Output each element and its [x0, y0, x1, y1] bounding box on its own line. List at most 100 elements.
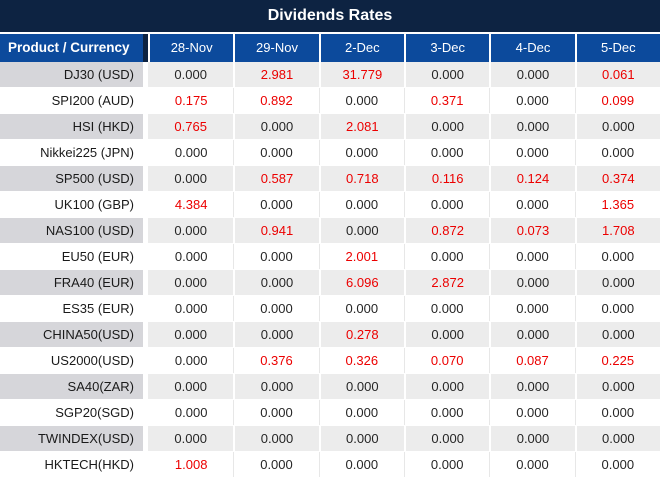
table-row: EU50 (EUR) 0.000 0.000 2.001 0.000 0.000 0.000	[0, 244, 660, 269]
table-body: DJ30 (USD) 0.000 2.981 31.779 0.000 0.000 0.06…	[0, 62, 660, 477]
table-row: NAS100 (USD) 0.000 0.941 0.000 0.872 0.073 1.7…	[0, 218, 660, 243]
dividend-value-cell: 0.000	[489, 62, 575, 87]
table-row: Nikkei225 (JPN) 0.000 0.000 0.000 0.000 0.000…	[0, 140, 660, 165]
dividend-value-cell: 0.000	[148, 244, 234, 269]
product-cell: Nikkei225 (JPN)	[0, 140, 148, 165]
dividend-value-cell: 0.000	[148, 426, 234, 451]
dividend-value-cell: 0.000	[489, 114, 575, 139]
dividend-value-cell: 0.000	[404, 62, 490, 87]
table-row: SP500 (USD) 0.000 0.587 0.718 0.116 0.124 0.37…	[0, 166, 660, 191]
dividend-value-cell: 0.278	[318, 322, 404, 347]
dividend-value-cell: 2.001	[318, 244, 404, 269]
dividend-value-cell: 0.000	[318, 426, 404, 451]
dividend-value-cell: 0.000	[148, 140, 234, 165]
dividend-value-cell: 0.000	[404, 400, 490, 425]
product-cell: UK100 (GBP)	[0, 192, 148, 217]
product-cell: FRA40 (EUR)	[0, 270, 148, 295]
dividend-value-cell: 0.000	[148, 374, 234, 399]
dividend-value-cell: 0.000	[574, 244, 660, 269]
product-cell: CHINA50(USD)	[0, 322, 148, 347]
dividend-value-cell: 0.718	[318, 166, 404, 191]
column-header-date: 2-Dec	[318, 34, 404, 62]
dividend-value-cell: 0.000	[233, 140, 319, 165]
dividend-value-cell: 0.070	[404, 348, 490, 373]
table-row: SA40(ZAR) 0.000 0.000 0.000 0.000 0.000 0.000	[0, 374, 660, 399]
dividend-value-cell: 0.000	[318, 296, 404, 321]
dividend-value-cell: 0.000	[489, 88, 575, 113]
dividend-value-cell: 0.941	[233, 218, 319, 243]
dividend-value-cell: 0.000	[318, 374, 404, 399]
table-row: DJ30 (USD) 0.000 2.981 31.779 0.000 0.000 0.06…	[0, 62, 660, 87]
dividend-value-cell: 0.000	[148, 270, 234, 295]
dividend-value-cell: 31.779	[318, 62, 404, 87]
dividend-value-cell: 0.000	[574, 322, 660, 347]
column-header-date: 28-Nov	[148, 34, 233, 62]
dividend-value-cell: 0.000	[404, 140, 490, 165]
table-row: ES35 (EUR) 0.000 0.000 0.000 0.000 0.000 0.000	[0, 296, 660, 321]
dividend-value-cell: 0.892	[233, 88, 319, 113]
dividend-value-cell: 0.000	[574, 452, 660, 477]
dividend-value-cell: 0.000	[148, 348, 234, 373]
product-cell: ES35 (EUR)	[0, 296, 148, 321]
dividend-value-cell: 0.000	[574, 374, 660, 399]
dividend-value-cell: 0.000	[574, 296, 660, 321]
dividend-value-cell: 0.000	[574, 270, 660, 295]
dividend-value-cell: 0.000	[489, 322, 575, 347]
product-cell: HSI (HKD)	[0, 114, 148, 139]
dividend-value-cell: 0.326	[318, 348, 404, 373]
dividend-value-cell: 0.000	[574, 114, 660, 139]
product-cell: DJ30 (USD)	[0, 62, 148, 87]
dividend-value-cell: 0.000	[404, 374, 490, 399]
product-cell: SGP20(SGD)	[0, 400, 148, 425]
dividend-value-cell: 0.000	[318, 192, 404, 217]
dividend-value-cell: 0.765	[148, 114, 234, 139]
dividend-value-cell: 0.000	[489, 374, 575, 399]
dividend-value-cell: 0.000	[148, 62, 234, 87]
dividend-value-cell: 0.000	[404, 426, 490, 451]
table-row: US2000(USD) 0.000 0.376 0.326 0.070 0.087 0.22…	[0, 348, 660, 373]
dividend-value-cell: 0.000	[574, 400, 660, 425]
product-cell: EU50 (EUR)	[0, 244, 148, 269]
table-row: SPI200 (AUD) 0.175 0.892 0.000 0.371 0.000 0.0…	[0, 88, 660, 113]
column-header-product: Product / Currency	[0, 34, 148, 62]
column-header-date: 3-Dec	[404, 34, 489, 62]
header-row: Product / Currency 28-Nov 29-Nov 2-Dec 3-Dec…	[0, 34, 660, 62]
dividend-value-cell: 0.000	[489, 296, 575, 321]
dividend-value-cell: 6.096	[318, 270, 404, 295]
dividend-value-cell: 0.872	[404, 218, 490, 243]
table-row: FRA40 (EUR) 0.000 0.000 6.096 2.872 0.000 0.00…	[0, 270, 660, 295]
table-row: CHINA50(USD) 0.000 0.000 0.278 0.000 0.000 0.0…	[0, 322, 660, 347]
dividend-value-cell: 0.000	[574, 140, 660, 165]
dividend-value-cell: 0.000	[489, 192, 575, 217]
dividend-value-cell: 0.000	[574, 426, 660, 451]
product-cell: SP500 (USD)	[0, 166, 148, 191]
dividend-value-cell: 1.008	[148, 452, 234, 477]
dividend-value-cell: 0.000	[233, 400, 319, 425]
dividend-value-cell: 0.000	[404, 296, 490, 321]
column-header-date: 29-Nov	[233, 34, 318, 62]
dividend-value-cell: 0.000	[489, 140, 575, 165]
dividend-value-cell: 0.099	[574, 88, 660, 113]
dividend-value-cell: 0.000	[404, 114, 490, 139]
dividend-value-cell: 2.872	[404, 270, 490, 295]
dividend-value-cell: 0.000	[404, 322, 490, 347]
dividend-value-cell: 0.000	[148, 296, 234, 321]
table-title: Dividends Rates	[0, 0, 660, 32]
dividend-value-cell: 0.000	[148, 400, 234, 425]
dividend-value-cell: 0.374	[574, 166, 660, 191]
dividend-value-cell: 0.371	[404, 88, 490, 113]
dividend-value-cell: 0.000	[233, 426, 319, 451]
dividend-value-cell: 0.000	[489, 452, 575, 477]
product-cell: SA40(ZAR)	[0, 374, 148, 399]
dividend-value-cell: 1.365	[574, 192, 660, 217]
dividend-value-cell: 0.376	[233, 348, 319, 373]
dividend-value-cell: 0.124	[489, 166, 575, 191]
dividend-value-cell: 0.000	[233, 374, 319, 399]
dividend-value-cell: 0.000	[489, 270, 575, 295]
dividend-value-cell: 0.000	[489, 426, 575, 451]
dividend-value-cell: 0.000	[318, 140, 404, 165]
dividend-value-cell: 4.384	[148, 192, 234, 217]
dividend-value-cell: 0.000	[233, 192, 319, 217]
dividend-value-cell: 0.000	[318, 452, 404, 477]
